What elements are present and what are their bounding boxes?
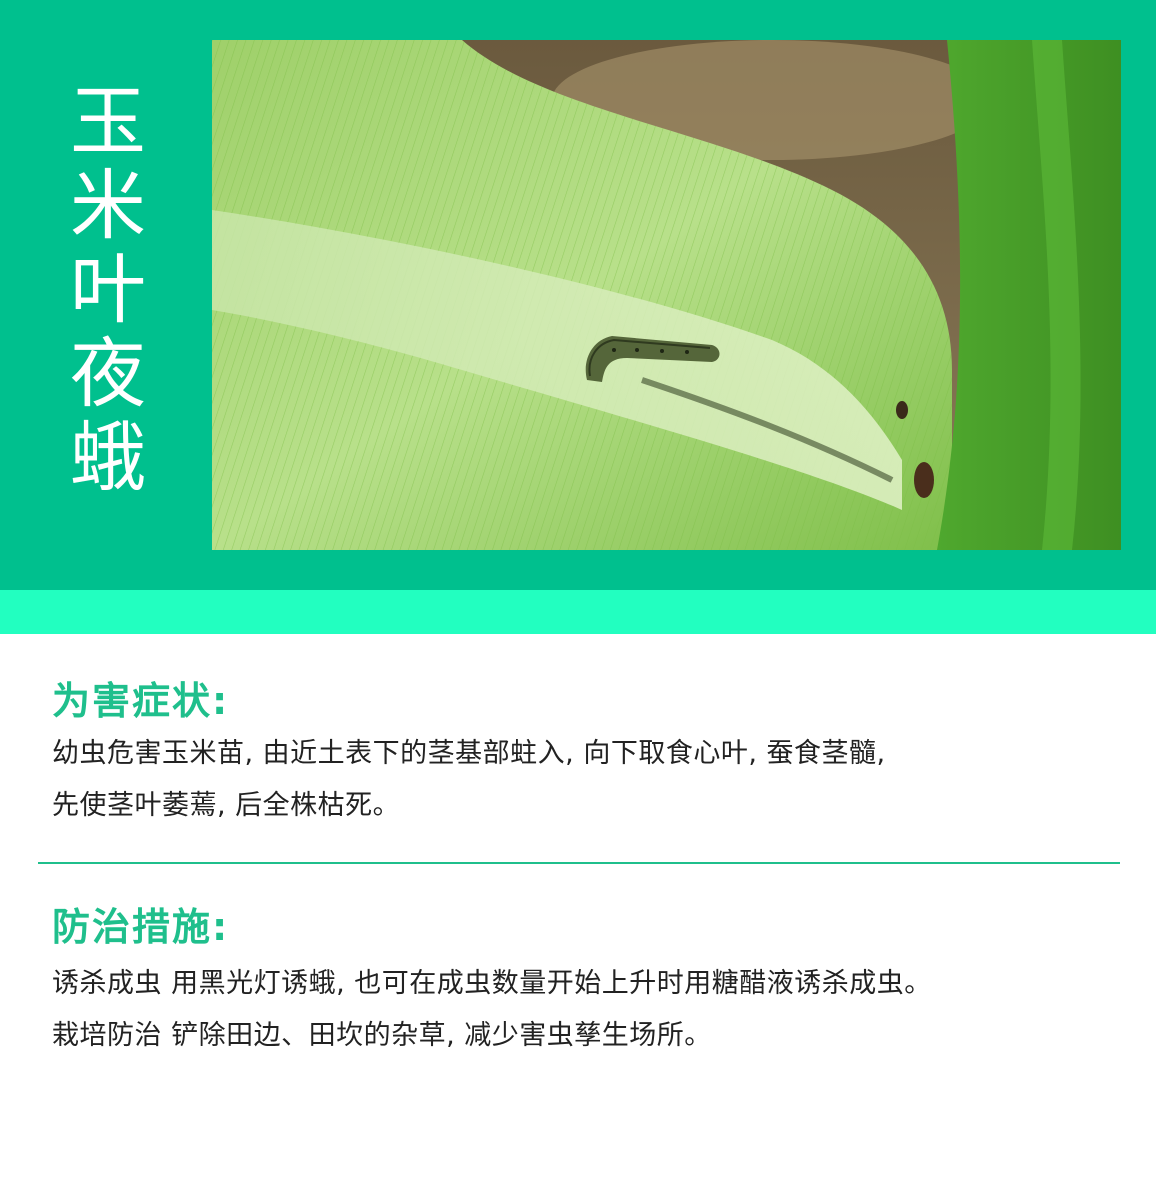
control-line: 栽培防治 铲除田边、田坎的杂草, 减少害虫孳生场所。: [52, 1020, 712, 1051]
control-heading: 防治措施:: [52, 905, 230, 949]
title-char: 米: [70, 161, 146, 250]
title-char: 夜: [70, 329, 146, 418]
section-divider: [38, 862, 1120, 864]
caterpillar-icon: [585, 336, 720, 382]
symptoms-heading: 为害症状:: [52, 679, 230, 723]
title-char: 玉: [70, 77, 146, 166]
title-char: 叶: [70, 245, 146, 334]
symptoms-paragraph: 幼虫危害玉米苗, 由近土表下的茎基部蛀入, 向下取食心叶, 蚕食茎髓, 先使茎叶…: [52, 728, 886, 832]
pest-photo: [212, 40, 1121, 550]
page-title: 玉 米 叶 夜 蛾: [60, 80, 156, 500]
control-paragraph: 诱杀成虫 用黑光灯诱蛾, 也可在成虫数量开始上升时用糖醋液诱杀成虫。 栽培防治 …: [52, 958, 932, 1062]
symptoms-line: 幼虫危害玉米苗, 由近土表下的茎基部蛀入, 向下取食心叶, 蚕食茎髓,: [52, 738, 886, 769]
accent-strip: [0, 590, 1156, 634]
symptoms-line: 先使茎叶萎蔫, 后全株枯死。: [52, 790, 401, 821]
title-char: 蛾: [70, 413, 146, 502]
control-line: 诱杀成虫 用黑光灯诱蛾, 也可在成虫数量开始上升时用糖醋液诱杀成虫。: [52, 968, 932, 999]
